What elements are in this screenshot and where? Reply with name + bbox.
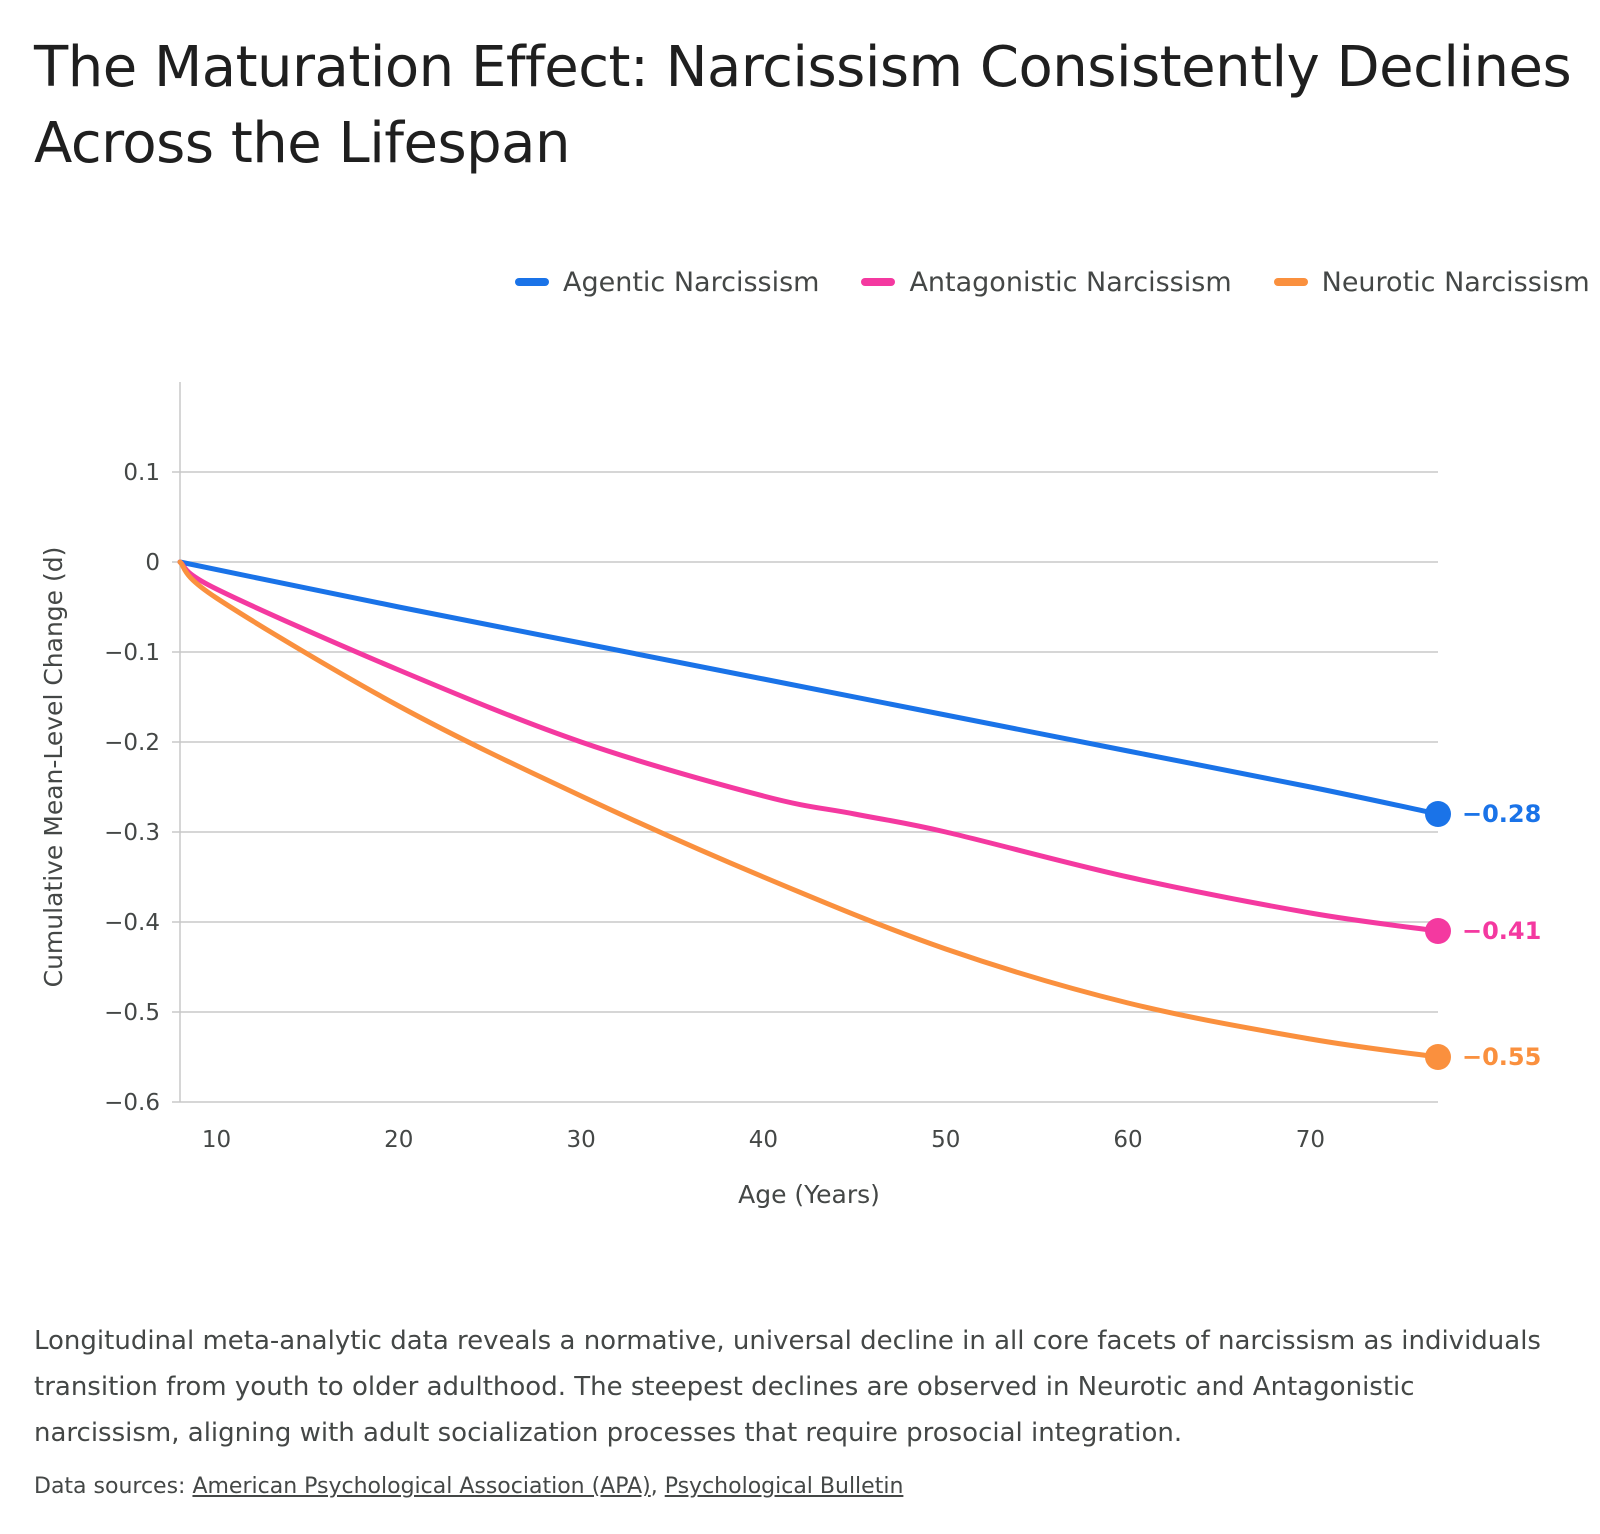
legend-item-antagonistic-narcissism: Antagonistic Narcissism	[861, 266, 1232, 298]
legend-swatch	[861, 278, 896, 286]
sources-prefix: Data sources:	[34, 1474, 193, 1499]
series-line-agentic-narcissism	[177, 559, 1441, 817]
legend-label: Agentic Narcissism	[563, 266, 820, 298]
y-tick-label: 0	[145, 550, 160, 576]
x-tick-label: 10	[202, 1127, 231, 1153]
legend-item-neurotic-narcissism: Neurotic Narcissism	[1273, 266, 1590, 298]
legend: Agentic Narcissism Antagonistic Narcissis…	[515, 262, 1590, 302]
x-tick-label: 30	[566, 1127, 595, 1153]
y-tick-label: −0.5	[104, 1000, 160, 1026]
legend-label: Antagonistic Narcissism	[909, 266, 1232, 298]
y-tick-label: 0.1	[123, 460, 160, 486]
y-tick-label: −0.2	[104, 730, 160, 756]
line-chart: 0.1 0 −0.1 −0.2 −0.3 −0.4 −0.5 −0.6 10 20 30 40 50 60…	[39, 382, 1541, 1209]
y-tick-label: −0.1	[104, 640, 160, 666]
x-tick-label: 50	[931, 1127, 960, 1153]
x-tick-label: 20	[384, 1127, 413, 1153]
chart-description: Longitudinal meta-analytic data reveals …	[34, 1326, 1541, 1448]
series-line-neurotic-narcissism	[177, 559, 1441, 1060]
end-label-agentic-narcissism: −0.28	[1462, 800, 1541, 828]
y-tick-label: −0.6	[104, 1090, 160, 1116]
chart-title: The Maturation Effect: Narcissism Consis…	[34, 35, 1572, 176]
legend-item-agentic-narcissism: Agentic Narcissism	[515, 267, 819, 298]
data-sources: Data sources: American Psychological Ass…	[34, 1474, 903, 1499]
legend-label: Neurotic Narcissism	[1321, 266, 1590, 298]
end-point-antagonistic-narcissism	[1425, 918, 1451, 944]
legend-swatch	[515, 278, 549, 286]
y-tick-label: −0.3	[104, 820, 160, 846]
y-axis-title: Cumulative Mean-Level Change (d)	[39, 547, 68, 988]
x-tick-label: 70	[1296, 1127, 1325, 1153]
source-link-apa[interactable]: American Psychological Association (APA)	[192, 1474, 651, 1499]
end-point-neurotic-narcissism	[1425, 1044, 1451, 1070]
series-line-antagonistic-narcissism	[177, 559, 1441, 934]
sources-separator: ,	[650, 1474, 665, 1499]
x-tick-label: 60	[1113, 1127, 1142, 1153]
end-label-neurotic-narcissism: −0.55	[1462, 1043, 1541, 1071]
end-point-agentic-narcissism	[1425, 801, 1451, 827]
y-tick-label: −0.4	[104, 910, 160, 936]
x-axis-title: Age (Years)	[738, 1180, 880, 1209]
legend-swatch	[1273, 278, 1308, 286]
x-tick-label: 40	[749, 1127, 778, 1153]
end-label-antagonistic-narcissism: −0.41	[1462, 917, 1541, 945]
source-link-psychological-bulletin[interactable]: Psychological Bulletin	[664, 1474, 904, 1499]
